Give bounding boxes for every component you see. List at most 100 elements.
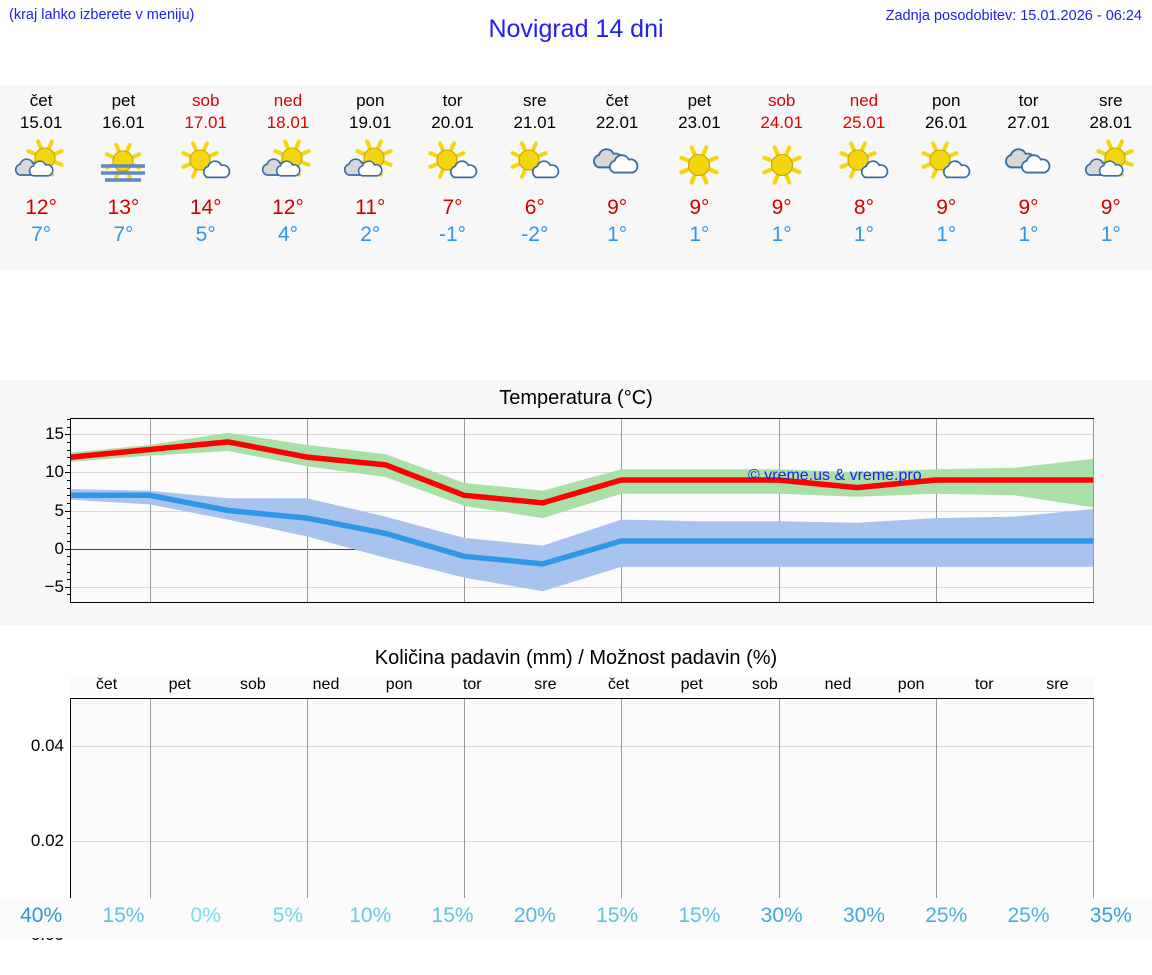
day-low-temperature: 1° [1018,223,1039,246]
sun-behind-cloud-icon [329,136,411,194]
temperature-y-minor-tick [67,579,71,581]
temperature-chart-block: Temperatura (°C) −5 0 5 10 15 [0,380,1152,625]
temperature-y-minor-tick [67,480,71,481]
day-low-temperature: 7° [113,223,134,246]
forecast-day-column[interactable]: ned 18.01 12° 4° [247,85,329,270]
day-name: sre [523,91,547,110]
day-name: sre [1098,91,1123,110]
sun-behind-cloud-icon [1070,136,1152,194]
day-name: pon [932,91,961,110]
precipitation-probability-label: 15% [596,904,639,927]
precipitation-day-label: sre [1046,676,1069,693]
temperature-day-gridline [149,419,151,602]
forecast-day-column[interactable]: čet 15.01 12° 7° [0,85,82,270]
forecast-day-column[interactable]: pet 16.01 13° 7° [82,85,164,270]
day-name: pet [111,91,136,110]
day-date: 17.01 [184,113,227,132]
temperature-day-gridline [464,419,466,602]
precipitation-probability-label: 0% [190,904,221,927]
precipitation-day-gridline [778,699,780,935]
temperature-y-minor-tick [67,487,71,489]
temperature-y-tick-label: 0 [54,538,64,558]
forecast-day-column[interactable]: pon 26.01 9° 1° [905,85,987,270]
temperature-y-tick-mark [65,434,71,436]
temperature-range-band [71,489,1093,592]
temperature-y-minor-tick [67,541,71,542]
forecast-day-column[interactable]: pet 23.01 9° 1° [658,85,740,270]
temperature-gridline [71,472,1093,474]
precipitation-day-gridline [306,699,308,935]
sun-with-fog-icon [82,136,164,194]
temperature-y-tick-label: 5 [54,500,64,520]
precipitation-day-label: pet [168,676,191,693]
day-low-temperature: 1° [936,223,957,246]
precipitation-probability-row: 40% 15% 0% 5% 10% 15% 20% 15% 15% 30% 30% 25% 25% 35% [0,898,1152,938]
temperature-y-minor-tick [67,441,71,443]
temperature-y-tick-label: 10 [45,462,64,482]
precipitation-probability-label: 15% [102,904,145,927]
day-high-temperature: 14° [189,196,222,219]
day-high-temperature: 12° [25,196,58,219]
copyright-watermark: © vreme.us & vreme.pro [748,467,922,484]
day-name: ned [849,91,879,110]
forecast-day-column[interactable]: sre 21.01 6° -2° [494,85,576,270]
forecast-day-column[interactable]: ned 25.01 8° 1° [823,85,905,270]
day-name: tor [442,91,463,110]
temperature-y-tick-label: −5 [44,576,64,596]
forecast-day-column[interactable]: tor 20.01 7° -1° [411,85,493,270]
temperature-chart-title: Temperatura (°C) [499,387,653,409]
day-date: 27.01 [1007,113,1050,132]
precipitation-y-tick-label: 0.04 [30,736,64,756]
precipitation-day-label: ned [312,676,340,693]
temperature-y-minor-tick [67,457,71,459]
location-menu-hint[interactable]: (kraj lahko izberete v meniju) [9,7,195,23]
day-name: tor [1018,91,1039,110]
temperature-day-gridline [1093,419,1094,602]
precipitation-gridline [71,746,1093,748]
forecast-day-column[interactable]: sob 24.01 9° 1° [741,85,823,270]
forecast-day-column[interactable]: sob 17.01 14° 5° [165,85,247,270]
day-name: čet [29,91,53,110]
day-date: 25.01 [842,113,886,132]
day-name: pon [356,91,385,110]
forecast-day-column[interactable]: tor 27.01 9° 1° [987,85,1069,270]
day-high-temperature: 12° [272,196,304,219]
sun-small-cloud-icon [905,136,987,194]
precipitation-probability-label: 30% [760,904,803,927]
forecast-day-column[interactable]: sre 28.01 9° 1° [1070,85,1152,270]
temperature-line [71,492,1093,567]
sun-small-cloud-icon [165,136,247,194]
precipitation-day-gridline [464,699,466,935]
temperature-y-tick-label: 15 [45,424,64,444]
precipitation-day-label: tor [462,676,482,693]
day-date: 20.01 [431,113,474,132]
sun-small-cloud-icon [823,136,905,194]
precipitation-day-label: pon [897,676,925,693]
temperature-range-band [71,432,1093,519]
day-name: sob [767,91,796,110]
temperature-y-minor-tick [67,449,71,451]
day-date: 19.01 [348,113,392,132]
temperature-y-minor-tick [67,464,71,466]
day-date: 28.01 [1089,113,1133,132]
day-low-temperature: 7° [31,223,52,246]
precipitation-day-label: čet [95,676,118,693]
precipitation-day-gridline [621,699,623,935]
precipitation-day-gridline [149,699,151,935]
forecast-day-column[interactable]: pon 19.01 11° 2° [329,85,411,270]
temperature-y-minor-tick [67,594,71,596]
precipitation-day-label: sob [751,676,778,693]
precipitation-day-label: sre [534,676,557,693]
day-low-temperature: -2° [521,223,549,246]
cloudy-icon [576,136,658,194]
precipitation-probability-label: 15% [678,904,721,927]
temperature-series-svg [71,432,1093,592]
forecast-day-column[interactable]: čet 22.01 9° 1° [576,85,658,270]
day-high-temperature: 9° [936,196,957,219]
temperature-y-minor-tick [67,495,71,497]
temperature-y-tick-mark [65,548,71,550]
sunny-icon [658,136,740,194]
temperature-plot-area: −5 0 5 10 15 [45,418,1094,603]
day-high-temperature: 6° [524,196,545,219]
day-high-temperature: 8° [853,196,874,219]
